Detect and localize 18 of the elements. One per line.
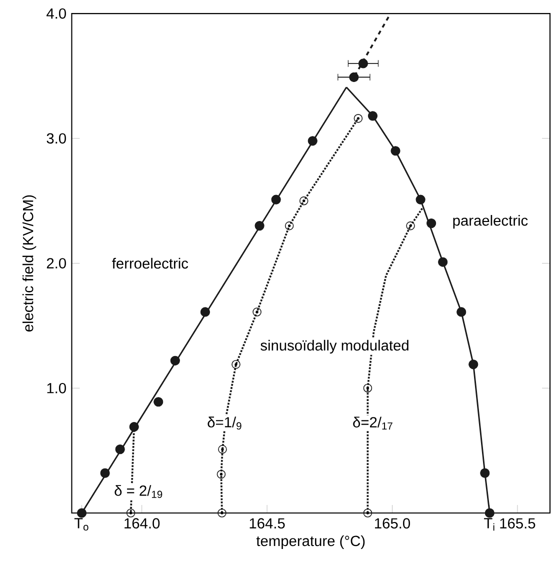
x-tick-label: 165.0 <box>375 518 410 529</box>
annotation: δ=2/$_{17}$ <box>353 416 392 430</box>
y-axis-title: electric field (KV/CM) <box>22 195 36 332</box>
annotation: δ = 2/$_{19}$ <box>114 485 162 498</box>
x-axis-title: temperature (°C) <box>256 535 365 550</box>
x-tick-label: T$_{i}$ <box>484 518 494 531</box>
y-tick-label: 3.0 <box>46 133 66 144</box>
y-tick-label: 1.0 <box>47 382 66 394</box>
annotation: δ=1/$_{9}$ <box>208 416 242 430</box>
x-tick-label: 164.5 <box>250 518 285 529</box>
annotation: ferroelectric <box>112 258 188 269</box>
y-tick-label: 4.0 <box>46 8 66 19</box>
x-tick-label: 164.0 <box>124 518 160 529</box>
x-tick-label: 165.5 <box>500 518 536 529</box>
annotation: paraelectric <box>453 214 528 229</box>
annotation: sinusoïdally modulated <box>260 340 408 354</box>
y-tick-label: 2.0 <box>46 258 66 268</box>
x-tick-label: T$_{o}$ <box>74 518 88 531</box>
